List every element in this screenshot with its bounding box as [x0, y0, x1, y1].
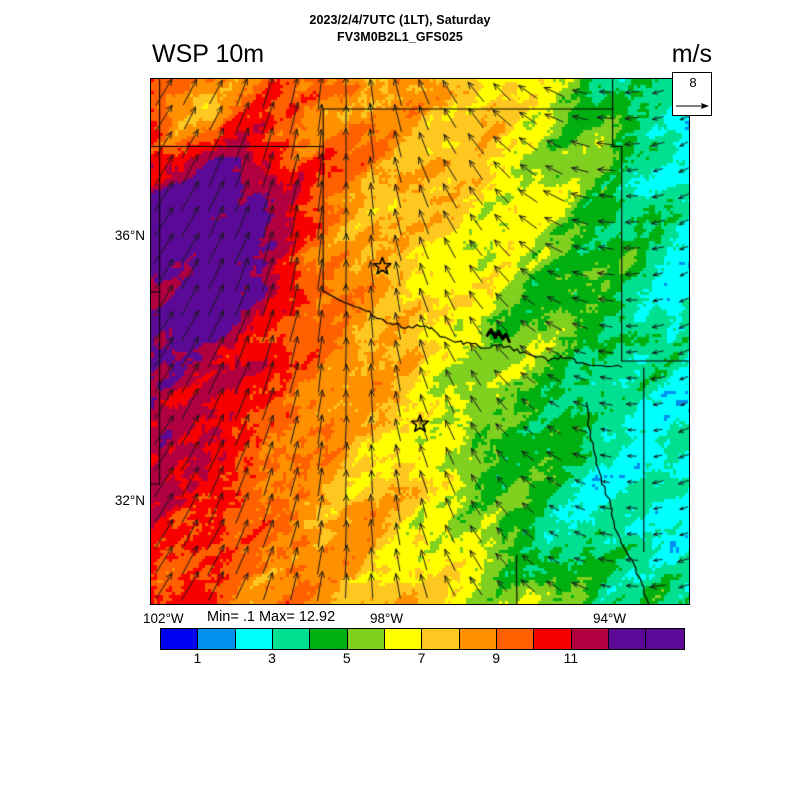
lat-axis-label-36n: 36°N	[114, 228, 145, 243]
colorbar-band	[161, 629, 199, 649]
colorbar-tick-label: 1	[193, 650, 202, 666]
colorbar-band	[347, 629, 386, 649]
vector-reference-key: 8	[672, 72, 712, 116]
colorbar-tick-label: 7	[417, 650, 426, 666]
colorbar-tick-label: 11	[563, 650, 579, 666]
colorbar-tick-label: 9	[492, 650, 501, 666]
colorbar-band	[646, 629, 684, 649]
colorbar-tick-labels: 1 3 5 7 9 11	[160, 650, 683, 670]
units-label: m/s	[671, 40, 712, 68]
arrow-right-icon	[676, 103, 709, 109]
colorbar-tick-label: 5	[342, 650, 351, 666]
colorbar-band	[385, 629, 423, 649]
lon-axis-label-98w: 98°W	[370, 611, 404, 626]
page-title: WSP 10m	[152, 40, 265, 68]
colorbar-band	[609, 629, 647, 649]
colorbar-band	[497, 629, 535, 649]
colorbar-band	[459, 629, 498, 649]
colorbar-band	[571, 629, 610, 649]
colorbar-band	[273, 629, 311, 649]
min-max-statistics: Min= .1 Max= 12.92	[207, 609, 336, 625]
map-plot-area[interactable]	[150, 78, 690, 605]
colorbar[interactable]: 1 3 5 7 9 11	[150, 626, 690, 666]
date-line: 2023/2/4/7UTC (1LT), Saturday	[309, 13, 491, 27]
vector-key-value: 8	[689, 75, 697, 90]
wind-speed-field-canvas	[151, 79, 689, 604]
colorbar-band	[310, 629, 348, 649]
colorbar-tick-label: 3	[268, 650, 276, 666]
lat-axis-label-32n: 32°N	[114, 493, 145, 508]
colorbar-band	[534, 629, 572, 649]
lon-axis-label-102w: 102°W	[143, 611, 184, 626]
colorbar-band	[235, 629, 274, 649]
lon-axis-label-94w: 94°W	[593, 611, 627, 626]
colorbar-band	[198, 629, 236, 649]
model-line: FV3M0B2L1_GFS025	[337, 30, 463, 44]
colorbar-bands	[160, 628, 685, 650]
colorbar-band	[422, 629, 460, 649]
